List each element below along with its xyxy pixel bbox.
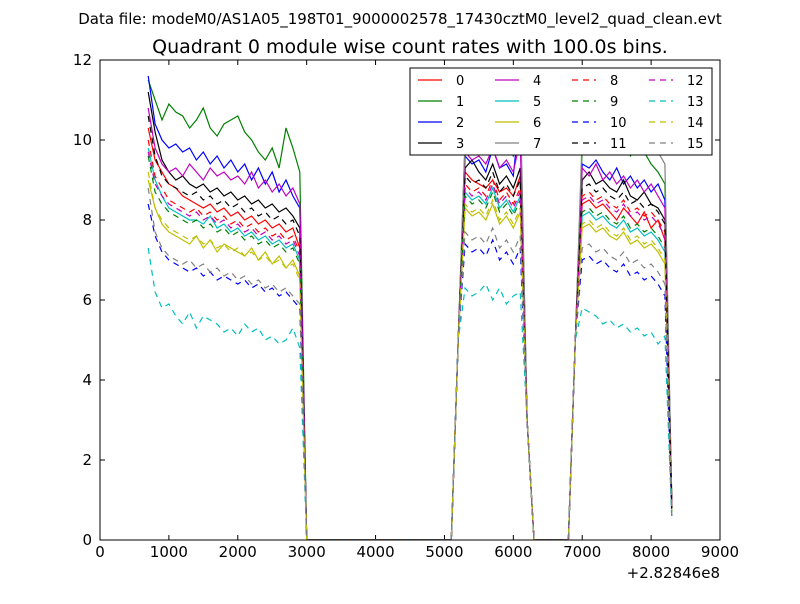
- series-line-13: [147, 247, 673, 540]
- series-line-14: [147, 171, 673, 540]
- x-tick-label: 2000: [219, 543, 257, 561]
- plot-frame: [99, 59, 721, 541]
- series-line-5: [147, 147, 673, 540]
- y-tick-label: 12: [73, 51, 92, 69]
- legend-box: [409, 67, 713, 156]
- legend-label-9: 9: [610, 95, 618, 110]
- y-tick-label: 4: [82, 371, 92, 389]
- legend-label-0: 0: [456, 74, 464, 89]
- series-line-12: [147, 151, 673, 540]
- legend-label-13: 13: [687, 95, 704, 110]
- data-file-title: Data file: modeM0/AS1A05_198T01_90000025…: [78, 10, 722, 29]
- x-tick-label: 5000: [425, 543, 463, 561]
- series-line-10: [147, 203, 673, 540]
- legend-label-8: 8: [610, 74, 618, 89]
- legend-label-5: 5: [533, 95, 541, 110]
- legend-label-4: 4: [533, 74, 541, 89]
- series-line-7: [450, 91, 673, 540]
- legend-label-6: 6: [533, 116, 541, 131]
- series-line-11: [147, 115, 673, 540]
- legend-label-14: 14: [687, 116, 704, 131]
- axis-ticks: 0 1000 2000 3000 4000 5000 6000 7000 8000 9000 0 2 4…: [73, 51, 739, 561]
- x-tick-label: 1000: [150, 543, 188, 561]
- y-tick-label: 0: [82, 531, 92, 549]
- legend-label-15: 15: [687, 137, 704, 152]
- x-tick-label: 3000: [288, 543, 326, 561]
- series-line-8: [147, 139, 673, 540]
- legend-label-1: 1: [456, 95, 464, 110]
- legend-label-11: 11: [610, 137, 627, 152]
- x-tick-label: 4000: [356, 543, 394, 561]
- series-line-15: [147, 187, 673, 540]
- y-tick-label: 8: [82, 211, 92, 229]
- series-line-4: [147, 107, 673, 540]
- x-offset-label: +2.82846e8: [627, 564, 720, 582]
- y-tick-label: 6: [82, 291, 92, 309]
- legend-label-12: 12: [687, 74, 704, 89]
- series-line-9: [147, 155, 673, 540]
- chart-title: Quadrant 0 module wise count rates with …: [152, 36, 668, 58]
- y-tick-label: 10: [73, 131, 92, 149]
- series-line-0: [147, 127, 673, 540]
- x-tick-label: 8000: [632, 543, 670, 561]
- y-tick-label: 2: [82, 451, 92, 469]
- x-tick-label: 0: [95, 543, 105, 561]
- x-tick-label: 7000: [563, 543, 601, 561]
- legend-label-2: 2: [456, 116, 464, 131]
- series-line-6: [147, 179, 673, 540]
- x-tick-label: 9000: [701, 543, 739, 561]
- x-tick-label: 6000: [494, 543, 532, 561]
- legend-label-3: 3: [456, 137, 464, 152]
- legend-label-7: 7: [533, 137, 541, 152]
- legend-label-10: 10: [610, 116, 627, 131]
- series-line-3: [147, 91, 673, 540]
